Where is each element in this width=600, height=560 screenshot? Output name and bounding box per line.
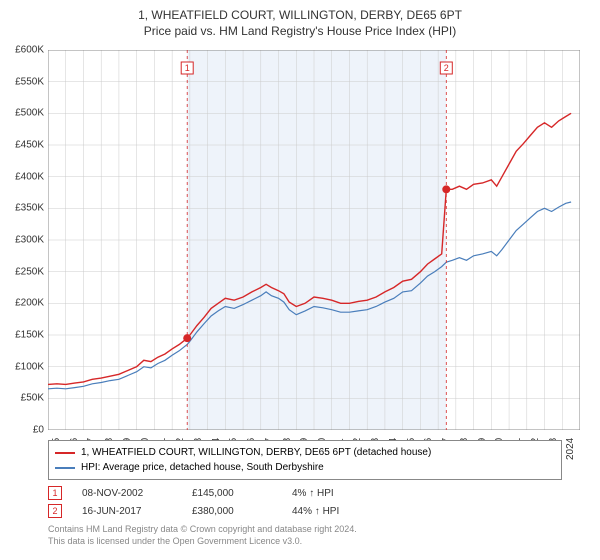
legend: 1, WHEATFIELD COURT, WILLINGTON, DERBY, …	[48, 440, 562, 480]
y-tick-label: £450K	[4, 140, 44, 151]
chart-area: 12	[48, 50, 580, 430]
sale-date: 08-NOV-2002	[82, 488, 172, 499]
y-tick-label: £200K	[4, 298, 44, 309]
sale-price: £145,000	[192, 488, 272, 499]
legend-label: 1, WHEATFIELD COURT, WILLINGTON, DERBY, …	[81, 445, 431, 460]
chart-container: 1, WHEATFIELD COURT, WILLINGTON, DERBY, …	[0, 0, 600, 560]
y-tick-label: £550K	[4, 76, 44, 87]
x-tick-label: 2024	[565, 438, 576, 460]
y-tick-label: £500K	[4, 108, 44, 119]
sale-delta: 44% ↑ HPI	[292, 506, 339, 517]
legend-swatch	[55, 467, 75, 469]
sale-delta: 4% ↑ HPI	[292, 488, 334, 499]
title-block: 1, WHEATFIELD COURT, WILLINGTON, DERBY, …	[0, 0, 600, 38]
sale-price: £380,000	[192, 506, 272, 517]
sales-table: 1 08-NOV-2002 £145,000 4% ↑ HPI 2 16-JUN-2017…	[48, 484, 339, 520]
title-subtitle: Price paid vs. HM Land Registry's House …	[0, 24, 600, 38]
y-tick-label: £300K	[4, 235, 44, 246]
y-tick-label: £0	[4, 425, 44, 436]
y-tick-label: £150K	[4, 330, 44, 341]
y-tick-label: £600K	[4, 45, 44, 56]
y-tick-label: £50K	[4, 393, 44, 404]
legend-label: HPI: Average price, detached house, Sout…	[81, 460, 324, 475]
y-tick-label: £400K	[4, 171, 44, 182]
svg-text:2: 2	[444, 63, 449, 73]
sale-marker: 2	[48, 504, 62, 518]
footnote-line1: Contains HM Land Registry data © Crown c…	[48, 524, 357, 536]
sale-row: 1 08-NOV-2002 £145,000 4% ↑ HPI	[48, 484, 339, 502]
sale-row: 2 16-JUN-2017 £380,000 44% ↑ HPI	[48, 502, 339, 520]
line-chart: 12	[48, 50, 580, 430]
legend-item: 1, WHEATFIELD COURT, WILLINGTON, DERBY, …	[55, 445, 555, 460]
sale-date: 16-JUN-2017	[82, 506, 172, 517]
y-tick-label: £250K	[4, 266, 44, 277]
y-tick-label: £100K	[4, 361, 44, 372]
y-tick-label: £350K	[4, 203, 44, 214]
legend-swatch	[55, 452, 75, 454]
footnote-line2: This data is licensed under the Open Gov…	[48, 536, 357, 548]
footnote: Contains HM Land Registry data © Crown c…	[48, 524, 357, 547]
svg-text:1: 1	[185, 63, 190, 73]
title-address: 1, WHEATFIELD COURT, WILLINGTON, DERBY, …	[0, 8, 600, 22]
sale-marker: 1	[48, 486, 62, 500]
legend-item: HPI: Average price, detached house, Sout…	[55, 460, 555, 475]
